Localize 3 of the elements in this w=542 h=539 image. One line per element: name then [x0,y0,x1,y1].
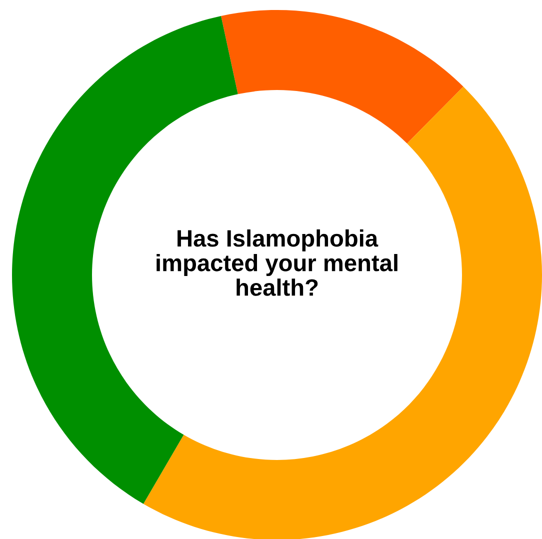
donut-slice [221,10,464,144]
text: Has Islamophobia impacted your mental health? [156,229,398,296]
donut-slice [143,86,542,539]
